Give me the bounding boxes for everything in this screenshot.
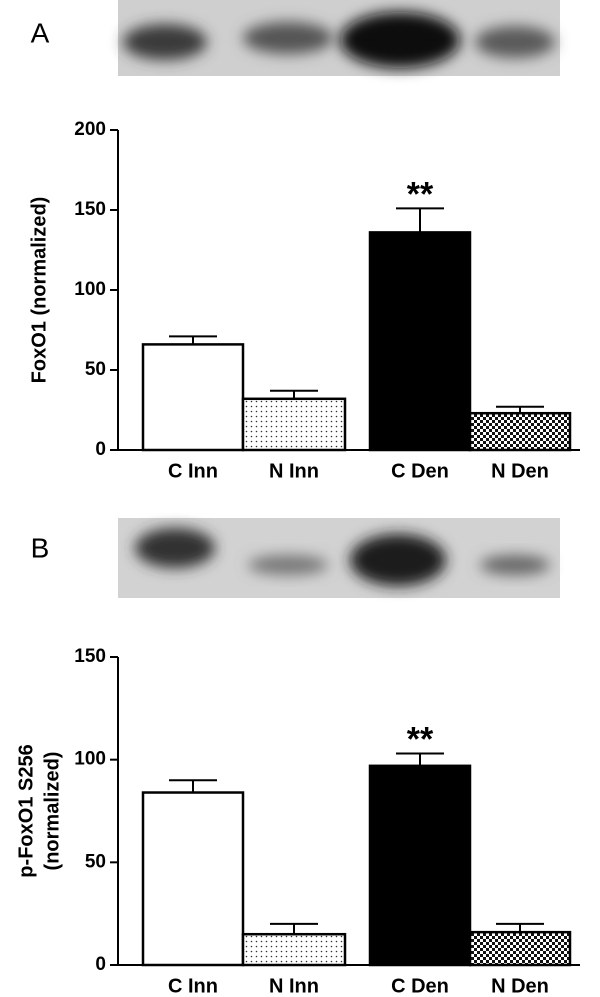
y-tick-label: 0 [95, 954, 106, 975]
blot-image [118, 518, 560, 598]
y-axis-label: FoxO1 (normalized) [28, 197, 50, 384]
x-tick-label: N Inn [269, 975, 319, 997]
x-tick-label: C Den [391, 975, 449, 997]
x-tick-label: N Inn [269, 460, 319, 482]
y-axis-label: p-FoxO1 S256 [15, 744, 37, 877]
x-tick-label: C Inn [168, 460, 218, 482]
bar [141, 791, 245, 967]
y-tick-label: 150 [74, 199, 106, 220]
significance-label: ** [407, 720, 434, 758]
y-axis-label: (normalized) [41, 752, 63, 871]
y-tick-label: 150 [74, 646, 106, 667]
y-tick-label: 100 [74, 279, 106, 300]
y-tick-label: 0 [95, 439, 106, 460]
bar [468, 930, 572, 967]
x-tick-label: N Den [491, 460, 549, 482]
bar [141, 343, 245, 452]
x-tick-label: C Den [391, 460, 449, 482]
bar [368, 231, 472, 452]
bar [241, 397, 347, 452]
y-tick-label: 100 [74, 749, 106, 770]
bar [368, 764, 472, 967]
panel-label: B [31, 532, 50, 563]
x-tick-label: C Inn [168, 975, 218, 997]
y-tick-label: 200 [74, 119, 106, 140]
panel-label: A [31, 17, 50, 48]
y-tick-label: 50 [85, 359, 106, 380]
blot-image [118, 0, 560, 76]
y-tick-label: 50 [85, 851, 106, 872]
bar [468, 411, 572, 452]
bar [241, 932, 347, 967]
x-tick-label: N Den [491, 975, 549, 997]
significance-label: ** [407, 175, 434, 213]
